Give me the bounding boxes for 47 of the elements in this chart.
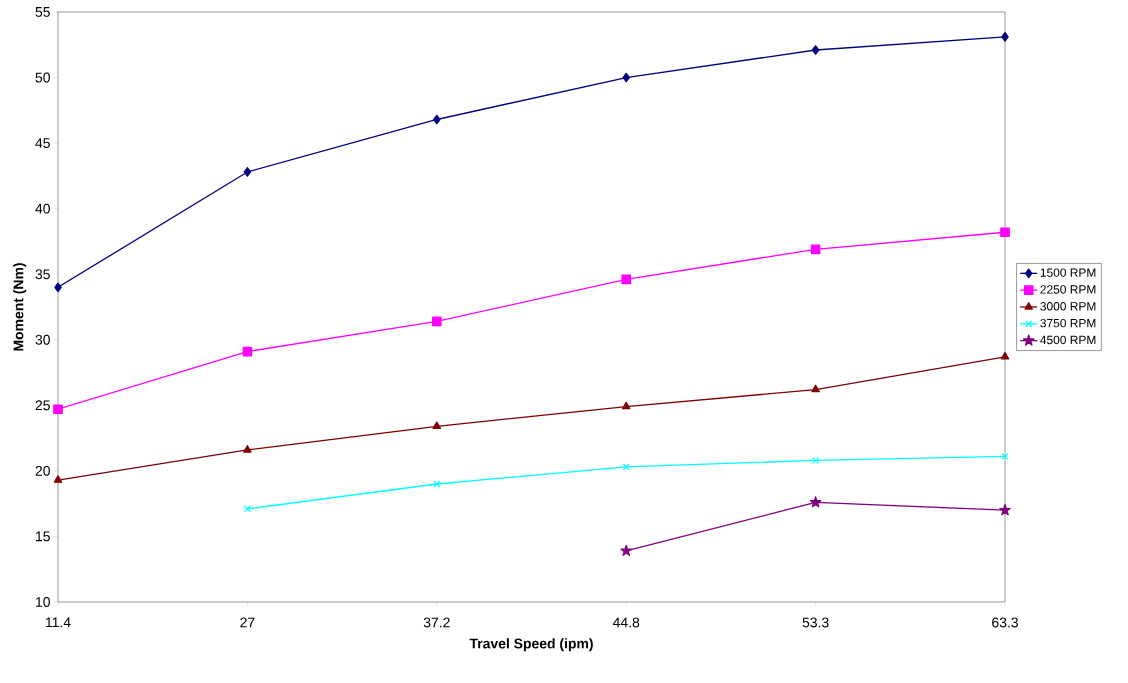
point bbox=[1000, 351, 1010, 360]
point bbox=[1000, 227, 1010, 238]
x-tick-label: 27 bbox=[240, 617, 255, 628]
point bbox=[622, 463, 630, 471]
legend-label: 2250 RPM bbox=[1040, 285, 1096, 294]
x-tick-label: 11.4 bbox=[46, 617, 71, 628]
point bbox=[243, 167, 252, 177]
point bbox=[621, 274, 632, 285]
point bbox=[809, 496, 822, 508]
point bbox=[1001, 32, 1009, 42]
point bbox=[54, 282, 62, 293]
y-tick-label: 55 bbox=[35, 7, 50, 17]
point bbox=[53, 475, 63, 483]
point bbox=[53, 404, 63, 415]
x-tick-label: 63.3 bbox=[992, 617, 1018, 628]
point bbox=[243, 505, 252, 513]
point bbox=[433, 114, 441, 125]
legend-label: 4500 RPM bbox=[1040, 335, 1096, 345]
y-tick-label: 30 bbox=[35, 334, 50, 345]
y-tick-label: 15 bbox=[36, 531, 50, 542]
point bbox=[621, 401, 631, 410]
point bbox=[243, 445, 252, 453]
x-tick-label: 44.8 bbox=[612, 617, 640, 628]
y-tick-label: 35 bbox=[35, 269, 50, 280]
point bbox=[811, 384, 820, 393]
point bbox=[622, 72, 630, 83]
legend-label: 1500 RPM bbox=[1040, 268, 1096, 277]
point bbox=[432, 421, 442, 430]
y-tick-label: 10 bbox=[36, 597, 50, 607]
point bbox=[999, 504, 1011, 516]
y-tick-label: 45 bbox=[35, 138, 50, 148]
x-axis-title: Travel Speed (ipm) bbox=[469, 638, 593, 652]
y-tick-label: 40 bbox=[35, 203, 50, 214]
point bbox=[620, 544, 633, 556]
x-tick-label: 53.3 bbox=[802, 617, 829, 628]
legend-label: 3000 RPM bbox=[1040, 302, 1096, 311]
y-tick-label: 50 bbox=[35, 72, 50, 83]
point bbox=[431, 316, 442, 327]
y-tick-label: 20 bbox=[35, 465, 50, 476]
point bbox=[810, 244, 821, 255]
point bbox=[1001, 452, 1009, 461]
x-tick-label: 37.2 bbox=[423, 617, 450, 628]
point bbox=[433, 480, 441, 488]
y-tick-label: 25 bbox=[35, 400, 50, 411]
legend-label: 3750 RPM bbox=[1040, 318, 1096, 328]
y-axis-title: Moment (Nm) bbox=[13, 263, 27, 351]
point bbox=[811, 45, 820, 55]
